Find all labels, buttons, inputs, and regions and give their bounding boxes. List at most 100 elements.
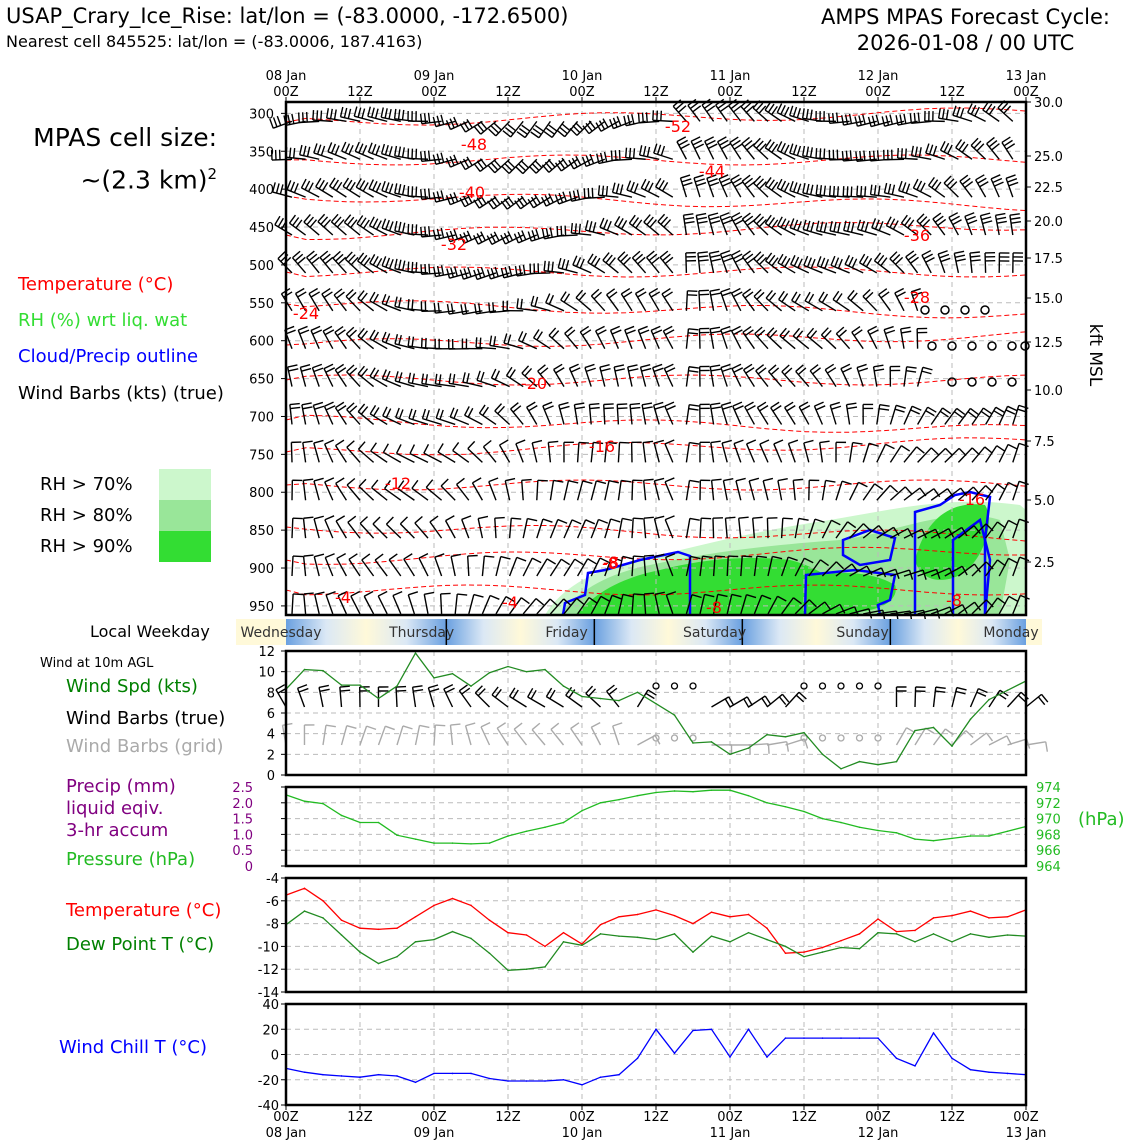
- profile-wind-barb: [1012, 556, 1021, 577]
- wind-barbs-grid-label: Wind Barbs (grid): [66, 736, 224, 757]
- profile-wind-barb: [363, 595, 375, 615]
- profile-wind-barb: [685, 480, 691, 501]
- profile-wind-barb: [628, 214, 636, 224]
- profile-wind-barb: [908, 569, 914, 580]
- profile-wind-barb: [434, 556, 443, 577]
- profile-wind-barb: [312, 363, 323, 369]
- profile-wind-barb: [731, 363, 742, 370]
- profile-wind-barb: [449, 156, 455, 166]
- profile-wind-barb: [445, 120, 452, 130]
- profile-wind-barb: [530, 272, 551, 275]
- grid-wind-barb: [570, 722, 580, 730]
- panel-y-tick-label: 966: [1036, 844, 1061, 859]
- profile-wind-barb: [796, 108, 802, 118]
- profile-wind-barb: [568, 368, 579, 387]
- profile-wind-barb: [772, 405, 782, 412]
- profile-wind-barb: [783, 106, 790, 117]
- profile-wind-barb: [664, 481, 674, 501]
- true-wind-barb: [565, 686, 573, 696]
- profile-wind-barb: [370, 450, 388, 463]
- profile-wind-barb: [665, 553, 676, 559]
- profile-wind-barb: [398, 221, 402, 232]
- profile-wind-barb: [689, 102, 699, 110]
- wind-speed-point: [673, 714, 676, 716]
- profile-wind-barb: [744, 401, 754, 408]
- profile-wind-barb: [970, 137, 979, 146]
- profile-wind-barb: [435, 408, 441, 419]
- windchill-point: [877, 1037, 879, 1039]
- profile-wind-barb: [407, 157, 429, 160]
- profile-wind-barb: [804, 291, 811, 302]
- profile-wind-barb: [891, 184, 896, 195]
- profile-wind-barb: [789, 152, 810, 160]
- profile-wind-barb: [641, 402, 653, 406]
- profile-wind-barb: [425, 479, 434, 488]
- profile-wind-barb: [507, 231, 514, 241]
- profile-wind-barb: [473, 593, 484, 598]
- profile-wind-barb: [899, 114, 903, 125]
- profile-wind-barb: [753, 556, 758, 577]
- profile-wind-barb: [725, 516, 736, 519]
- profile-wind-barb: [407, 594, 416, 615]
- dewpoint-point: [525, 968, 528, 970]
- profile-wind-barb: [610, 150, 613, 161]
- profile-wind-barb: [696, 212, 707, 217]
- profile-wind-barb: [710, 326, 721, 330]
- time-tick-label: 00Z: [1013, 85, 1039, 100]
- true-wind-barb: [951, 687, 958, 708]
- profile-wind-barb: [428, 226, 431, 237]
- profile-wind-barb: [575, 289, 584, 299]
- true-wind-barb: [491, 686, 499, 696]
- true-wind-barb: [606, 684, 615, 692]
- profile-wind-barb: [369, 262, 388, 274]
- profile-wind-barb: [657, 221, 674, 236]
- true-wind-barb: [509, 695, 527, 708]
- profile-wind-barb: [874, 483, 884, 491]
- profile-wind-barb: [476, 197, 484, 207]
- wind-speed-point: [858, 760, 861, 763]
- profile-wind-barb: [728, 555, 739, 558]
- profile-wind-barb: [317, 213, 326, 223]
- profile-wind-barb: [880, 567, 887, 578]
- profile-wind-barb: [542, 401, 553, 407]
- true-wind-barb: [1006, 691, 1022, 708]
- panel-y-tick-label: 964: [1036, 860, 1061, 875]
- true-wind-barb: [748, 695, 766, 708]
- profile-wind-barb: [903, 487, 921, 501]
- true-wind-barb: [474, 685, 483, 694]
- profile-wind-barb: [489, 335, 493, 346]
- profile-wind-barb: [641, 187, 660, 198]
- profile-wind-barb: [480, 371, 485, 382]
- profile-wind-barb: [650, 325, 661, 332]
- temperature-contour-label: -8: [706, 598, 722, 617]
- profile-wind-barb: [305, 112, 308, 123]
- profile-wind-barb: [622, 517, 633, 522]
- profile-wind-barb: [770, 401, 780, 409]
- profile-wind-barb: [329, 108, 333, 119]
- temperature-point: [636, 913, 639, 916]
- profile-wind-barb: [385, 257, 391, 268]
- pressure-point: [1006, 830, 1009, 833]
- profile-wind-barb: [602, 404, 606, 425]
- profile-grid: [286, 102, 1026, 615]
- profile-wind-barb: [731, 249, 741, 256]
- profile-wind-barb: [798, 406, 810, 425]
- profile-wind-barb: [945, 447, 953, 457]
- profile-wind-barb: [971, 599, 987, 615]
- profile-wind-barb: [819, 148, 822, 159]
- temperature-point: [821, 946, 824, 949]
- profile-wind-barb: [604, 595, 613, 615]
- profile-wind-barb: [367, 142, 373, 153]
- profile-wind-barb: [1005, 178, 1014, 198]
- profile-wind-barb: [314, 594, 320, 615]
- dewpoint-point: [692, 951, 694, 953]
- pressure-point: [599, 802, 602, 804]
- temperature-contour: [285, 437, 1027, 456]
- profile-wind-barb: [770, 407, 783, 425]
- profile-wind-barb: [490, 125, 500, 134]
- profile-wind-barb: [615, 183, 620, 194]
- profile-wind-barb: [925, 410, 935, 417]
- profile-wind-barb: [812, 367, 821, 375]
- profile-wind-barb: [944, 604, 963, 615]
- kft-tick-label: 30.0: [1034, 96, 1063, 111]
